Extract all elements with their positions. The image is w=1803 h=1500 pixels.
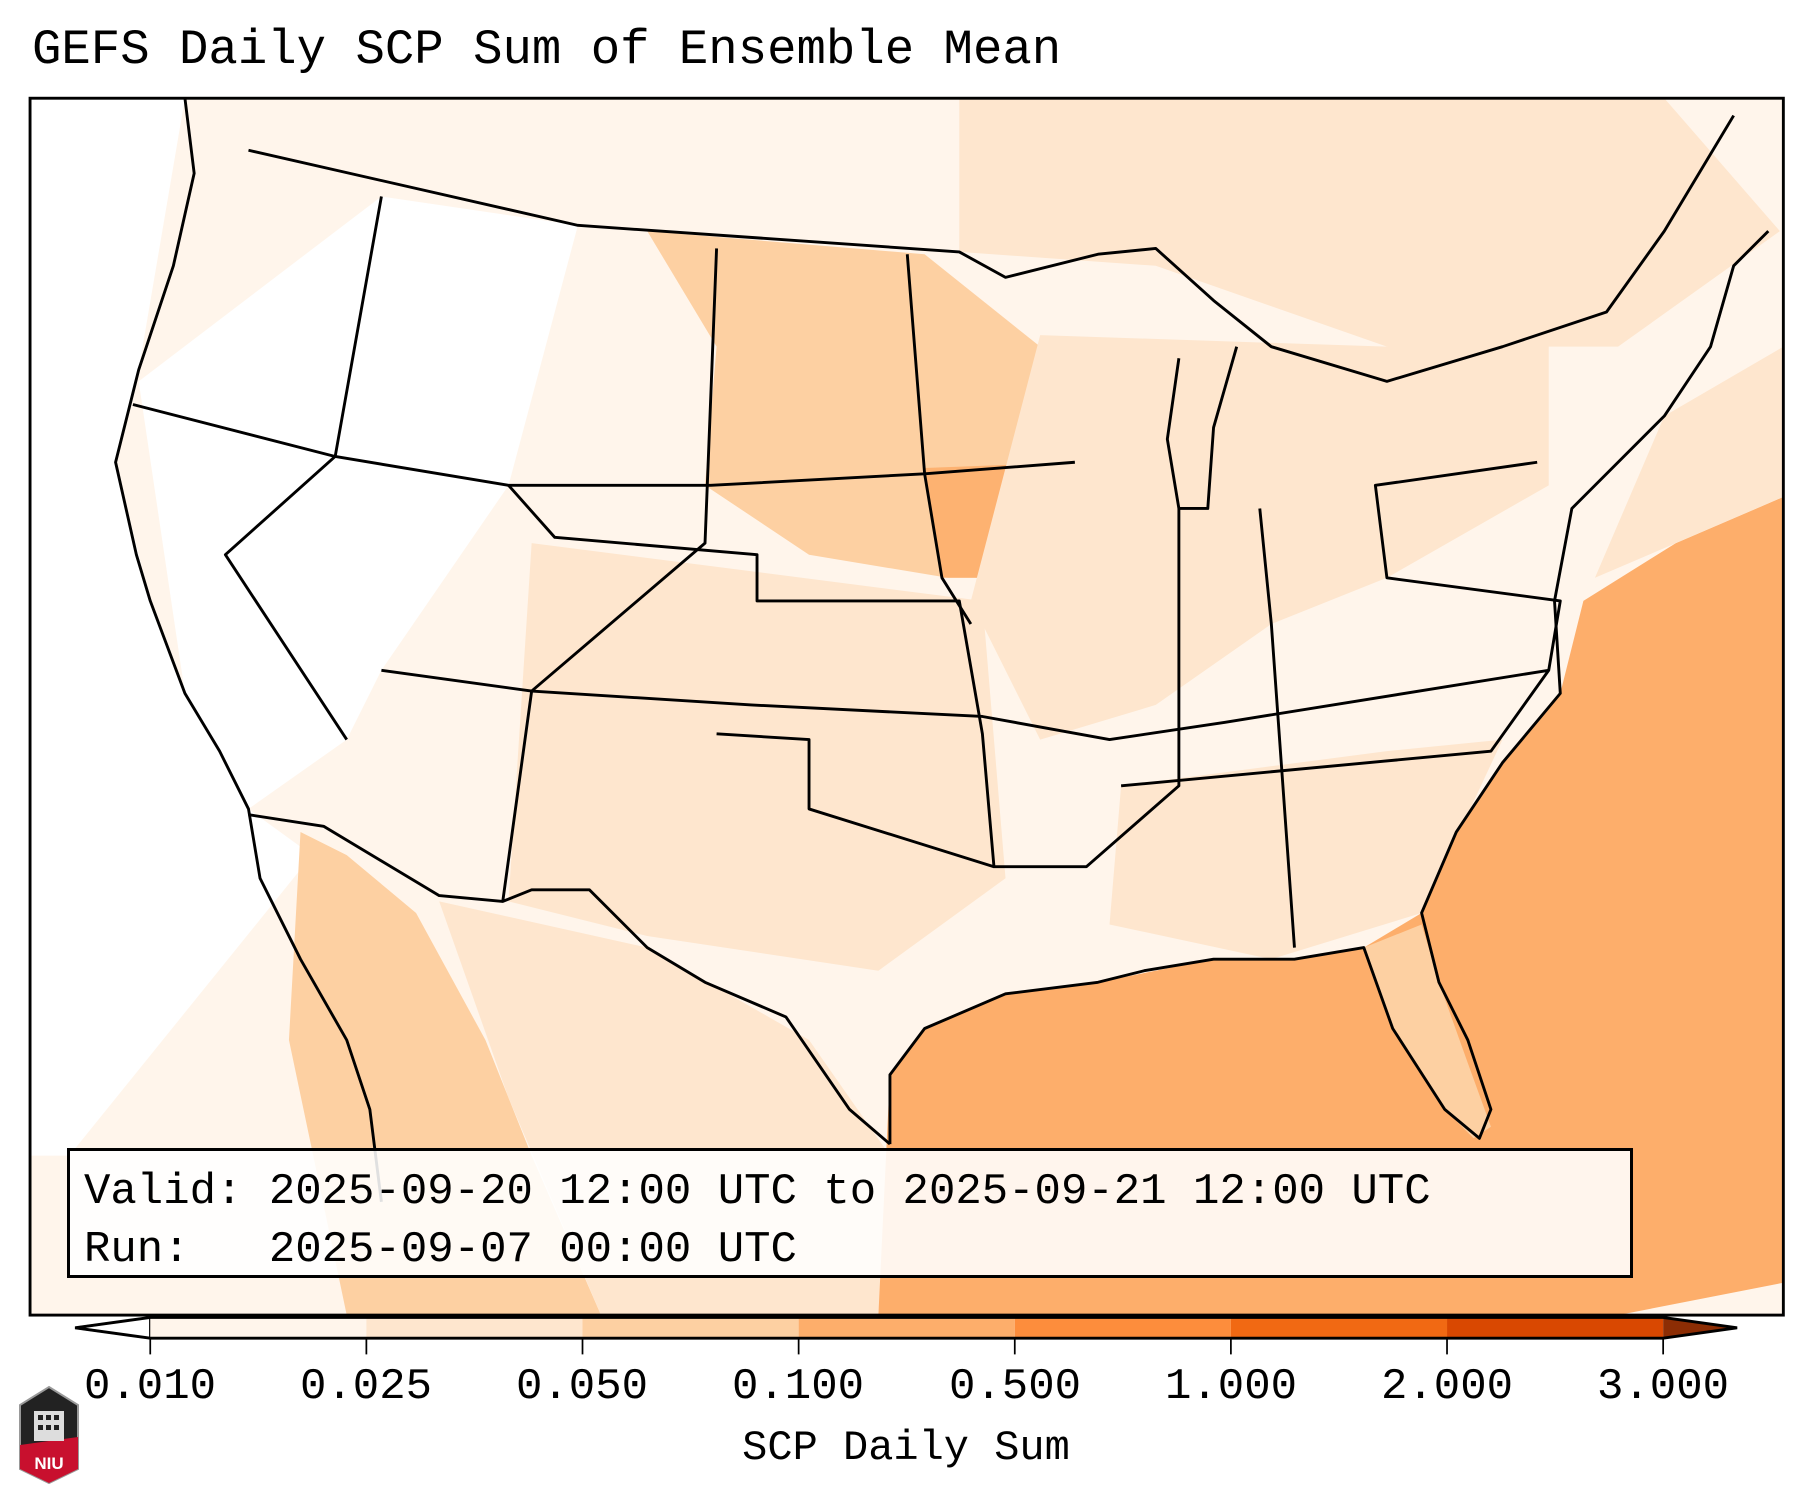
valid-run-info-box: Valid: 2025-09-20 12:00 UTC to 2025-09-2… (67, 1148, 1633, 1278)
valid-time-text: Valid: 2025-09-20 12:00 UTC to 2025-09-2… (84, 1167, 1431, 1217)
shade-florida (1363, 924, 1491, 1139)
canada-border (248, 114, 1735, 383)
colorbar-over-extension (1663, 1317, 1738, 1339)
shade-canada-north (959, 98, 1780, 347)
colorbar-under-extension (74, 1316, 152, 1340)
colorbar-tick-label: 0.100 (731, 1362, 865, 1412)
run-time-text: Run: 2025-09-07 00:00 UTC (84, 1225, 797, 1275)
colorbar-tick-label: 2.000 (1380, 1362, 1514, 1412)
colorbar-segment (798, 1317, 1015, 1339)
gulf-coast (888, 230, 1770, 1145)
boundaries (114, 98, 1770, 1203)
colorbar-tick-label: 0.500 (948, 1362, 1082, 1412)
colorbar-segment (366, 1317, 583, 1339)
state-line-9 (716, 732, 995, 869)
map-title: GEFS Daily SCP Sum of Ensemble Mean (32, 22, 1062, 78)
state-line-3 (223, 196, 383, 741)
mexico-border (248, 813, 891, 1146)
shade-atlantic-offshore (1594, 346, 1784, 578)
shade-west-coast-white (30, 98, 313, 1156)
lake-michigan (1165, 346, 1239, 510)
colorbar-label: SCP Daily Sum (742, 1424, 1070, 1472)
state-line-6 (905, 254, 973, 625)
colorbar-tick-label: 0.050 (515, 1362, 649, 1412)
shade-southern-plains (508, 543, 1006, 971)
state-line-8 (1258, 508, 1296, 948)
colorbar-segment (1014, 1317, 1231, 1339)
state-line-1 (132, 403, 1075, 487)
colorbar-tick-label: 1.000 (1164, 1362, 1298, 1412)
colorbar-segment (1230, 1317, 1448, 1339)
shade-midwest (970, 335, 1549, 740)
niu-logo: NIU (19, 1385, 79, 1485)
map-frame (28, 96, 1785, 1317)
colorbar-segment (150, 1317, 367, 1339)
colorbar-segment (582, 1317, 799, 1339)
shade-great-basin-white (138, 196, 578, 809)
colorbar-segment (1447, 1317, 1664, 1339)
state-line-7 (1120, 460, 1562, 788)
scp-shading (30, 98, 1784, 1316)
shade-southeast (1109, 739, 1503, 960)
colorbar-tick-label: 0.010 (83, 1362, 217, 1412)
colorbar-tick-label: 3.000 (1596, 1362, 1730, 1412)
svg-text:NIU: NIU (34, 1454, 63, 1473)
colorbar (74, 1315, 1738, 1355)
colorbar-ticks (149, 1338, 1665, 1355)
shade-gulf-atlantic (878, 496, 1784, 1316)
colorbar-tick-label: 0.025 (299, 1362, 433, 1412)
state-line-4 (507, 484, 1181, 869)
us-coastline (114, 98, 383, 1203)
state-line-5 (501, 248, 719, 902)
